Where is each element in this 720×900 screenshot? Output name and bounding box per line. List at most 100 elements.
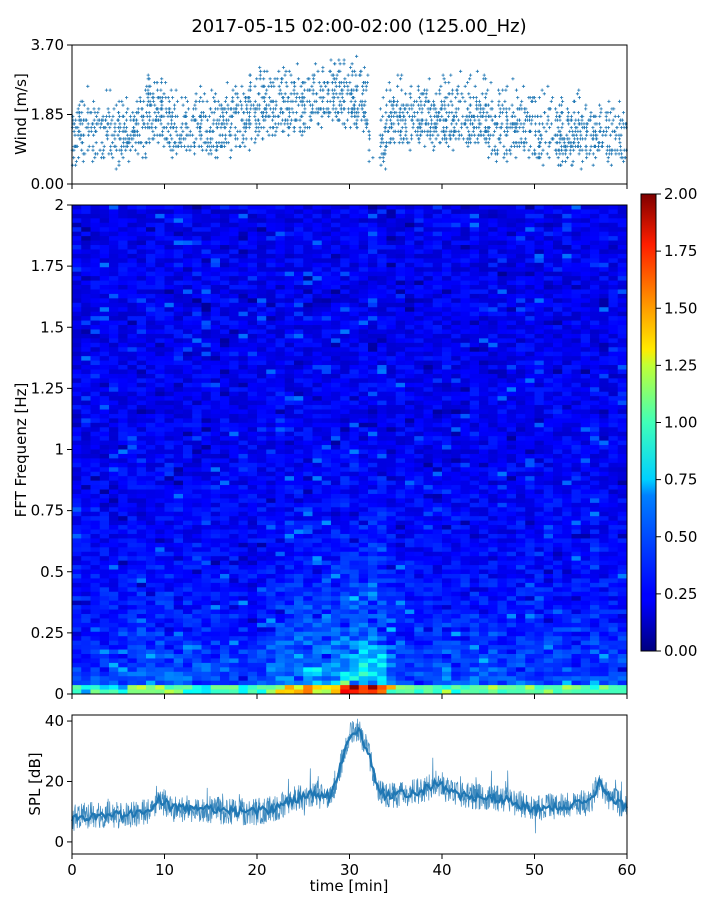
spectrogram-cell [312,542,323,548]
spectrogram-cell [109,227,119,233]
spectrogram-cell [210,538,221,544]
spectrogram-cell [229,551,239,557]
spectrogram-cell [247,413,258,419]
spectrogram-cell [118,253,128,259]
spectrogram-cell [349,236,360,241]
spectrogram-cell [155,280,165,286]
spectrogram-cell [127,311,138,317]
spectrogram-cell [210,373,221,379]
spectrogram-cell [109,596,119,602]
spectrogram-cell [340,627,350,633]
spectrogram-cell [81,409,91,415]
spectrogram-cell [127,267,138,273]
spectrogram-cell [340,689,350,695]
spectrogram-cell [460,689,471,695]
spectrogram-cell [358,293,369,299]
spectrogram-cell [257,262,267,268]
spectrogram-cell [201,498,212,504]
spectrogram-cell [238,471,249,477]
spectrogram-cell [303,489,313,495]
spectrogram-cell [183,396,193,401]
spectrogram-cell [155,289,165,295]
spectrogram-cell [247,205,258,210]
spectrogram-cell [90,236,101,241]
spectrogram-cell [405,582,415,588]
spectrogram-cell [81,205,91,210]
spectrogram-cell [340,413,350,419]
spectrogram-cell [284,378,295,384]
spectrogram-cell [155,449,165,455]
spectrogram-cell [173,560,184,566]
spectrogram-cell [146,556,156,562]
spectrogram-cell [331,213,341,219]
spectrogram-cell [99,538,110,544]
spectrogram-cell [99,578,110,584]
spectrogram-cell [146,222,156,228]
spectrogram-cell [118,231,128,237]
spectrogram-cell [220,271,230,277]
spectrogram-cell [386,471,397,477]
spectrogram-cell [72,320,82,326]
spectrogram-cell [432,333,443,339]
spectrogram-cell [109,249,119,255]
spectrogram-cell [303,453,313,459]
spectrogram-cell [81,511,91,517]
spectrogram-cell [109,351,119,357]
spectrogram-cell [284,476,295,482]
spectrogram-cell [442,480,452,486]
spectrogram-cell [451,653,461,659]
spectrogram-cell [164,413,175,419]
spectrogram-cell [479,356,489,361]
spectrogram-cell [368,205,378,210]
spectrogram-cell [321,298,332,304]
spectrogram-cell [405,227,415,233]
spectrogram-cell [488,209,498,215]
spectrogram-cell [303,231,313,237]
spectrogram-cell [442,298,452,304]
spectrogram-cell [442,538,452,544]
spectrogram-cell [72,387,82,393]
spectrogram-cell [183,627,193,633]
spectrogram-cell [146,462,156,468]
spectrogram-cell [321,658,332,664]
spectrogram-cell [386,498,397,504]
spectrogram-cell [469,209,480,215]
spectrogram-cell [469,596,480,602]
spectrogram-cell [183,311,193,317]
spectrogram-cell [164,360,175,366]
spectrogram-cell [136,600,147,606]
spectrogram-cell [210,249,221,255]
spectrogram-cell [479,338,489,344]
spectrogram-cell [405,298,415,304]
spectrogram-cell [257,685,267,690]
spectrogram-cell [238,645,249,650]
spectrogram-cell [349,533,360,539]
spectrogram-cell [173,360,184,366]
spectrogram-cell [423,311,434,317]
spectrogram-cell [377,351,387,357]
spectrogram-cell [136,307,147,313]
spectrogram-cell [118,565,128,570]
spectrogram-cell [284,276,295,281]
spectrogram-cell [423,631,434,637]
spectrogram-cell [99,209,110,215]
spectrogram-cell [340,596,350,602]
spectrogram-cell [238,453,249,459]
spectrogram-cell [340,498,350,504]
spectrogram-cell [414,600,424,606]
spectrogram-cell [377,347,387,353]
spectrogram-cell [72,573,82,579]
spectrogram-cell [414,262,424,268]
spectrogram-cell [405,413,415,419]
spectrogram-cell [210,480,221,486]
spectrogram-cell [284,409,295,415]
spectrogram-cell [257,240,267,246]
spectrogram-cell [136,333,147,339]
spectrogram-cell [340,573,350,579]
spectrogram-cell [136,462,147,468]
spectrogram-cell [257,507,267,513]
spectrogram-cell [312,271,323,277]
spectrogram-cell [442,369,452,375]
spectrogram-cell [192,547,202,553]
spectrogram-cell [155,369,165,375]
